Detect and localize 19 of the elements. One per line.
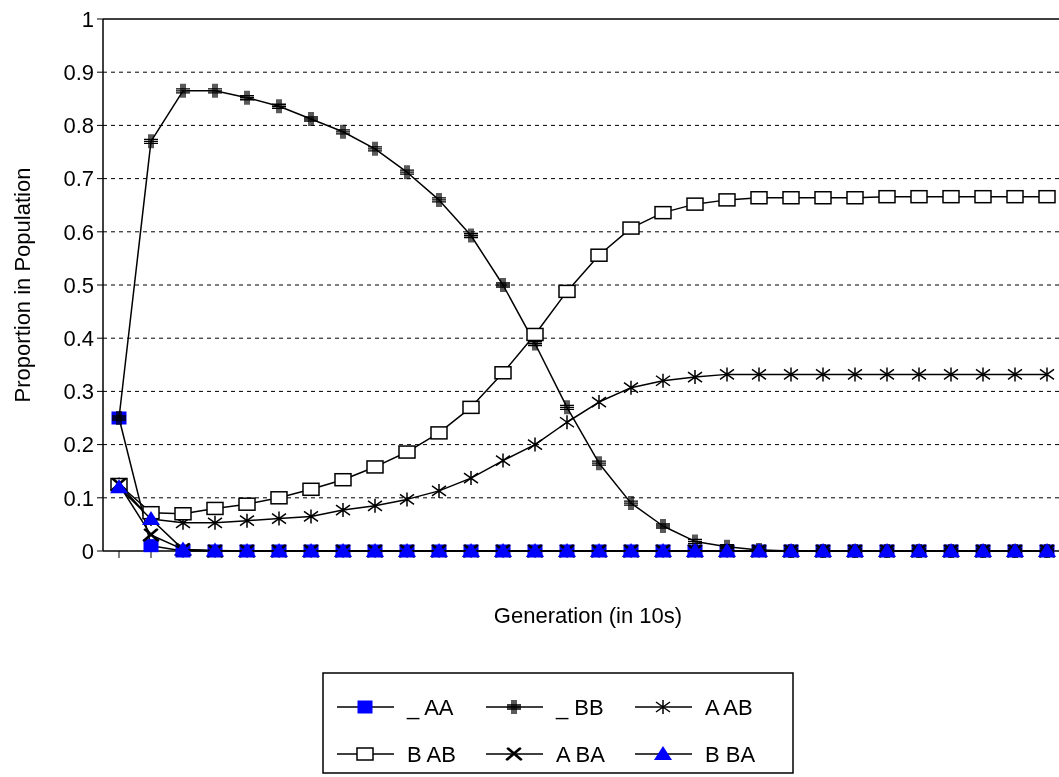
y-tick-label: 0.6: [63, 219, 94, 245]
y-tick-label: 1: [81, 6, 94, 32]
x-axis-title: Generation (in 10s): [493, 603, 683, 628]
y-tick-label: 0.5: [63, 272, 94, 298]
y-axis-title: Proportion in Population: [10, 167, 35, 403]
y-tick-label: 0.4: [63, 325, 94, 351]
y-tick-label: 0.1: [63, 485, 94, 511]
y-tick-label: 0.2: [63, 432, 94, 458]
legend-label: A BA: [556, 741, 606, 767]
y-tick-label: 0.3: [63, 379, 94, 405]
legend-label: B BA: [705, 741, 756, 767]
legend-label: A AB: [705, 694, 753, 720]
legend-label: B AB: [407, 741, 456, 767]
y-tick-label: 0.8: [63, 113, 94, 139]
y-tick-label: 0.7: [63, 166, 94, 192]
y-tick-label: 0.9: [63, 59, 94, 85]
legend-label: _ BB: [555, 694, 604, 720]
y-tick-label: 0: [81, 538, 94, 564]
legend-label: _ AA: [406, 694, 454, 720]
